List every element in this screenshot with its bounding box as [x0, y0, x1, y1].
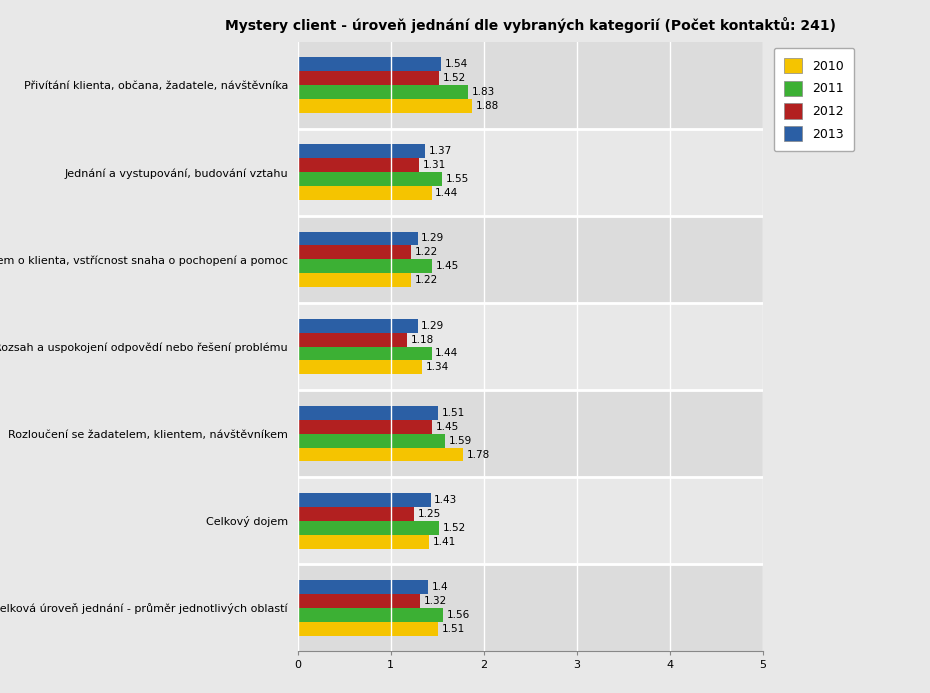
Bar: [298, 564, 763, 651]
Bar: [298, 333, 407, 346]
Bar: [298, 58, 441, 71]
Bar: [298, 173, 442, 186]
Bar: [298, 42, 763, 129]
Bar: [298, 434, 445, 448]
Bar: [298, 245, 411, 259]
Bar: [298, 99, 472, 113]
Text: 1.88: 1.88: [476, 101, 499, 111]
Bar: [298, 420, 432, 434]
Text: 1.31: 1.31: [423, 160, 446, 170]
Bar: [298, 608, 443, 622]
Bar: [298, 346, 432, 360]
Bar: [298, 405, 438, 420]
Bar: [298, 594, 420, 608]
Text: 1.52: 1.52: [443, 73, 466, 83]
Bar: [298, 493, 431, 507]
Bar: [298, 85, 468, 99]
Text: 1.55: 1.55: [445, 174, 469, 184]
Bar: [298, 158, 419, 173]
Bar: [298, 507, 414, 520]
Bar: [298, 360, 422, 374]
Text: 1.43: 1.43: [434, 495, 458, 505]
Text: 1.59: 1.59: [449, 436, 472, 446]
Text: 1.22: 1.22: [415, 275, 438, 286]
Bar: [298, 520, 439, 535]
Text: 1.29: 1.29: [421, 321, 445, 331]
Text: 1.51: 1.51: [442, 407, 465, 418]
Text: 1.41: 1.41: [432, 536, 456, 547]
Bar: [298, 477, 763, 564]
Bar: [298, 144, 425, 158]
Text: 1.4: 1.4: [432, 582, 448, 592]
Bar: [298, 129, 763, 216]
Text: 1.45: 1.45: [436, 261, 459, 272]
Bar: [298, 390, 763, 477]
Text: 1.25: 1.25: [418, 509, 441, 519]
Text: 1.78: 1.78: [467, 450, 490, 459]
Legend: 2010, 2011, 2012, 2013: 2010, 2011, 2012, 2013: [774, 48, 854, 151]
Title: Mystery client - úroveň jednání dle vybraných kategorií (Počet kontaktů: 241): Mystery client - úroveň jednání dle vybr…: [225, 17, 835, 33]
Bar: [298, 186, 432, 200]
Text: 1.34: 1.34: [426, 362, 449, 372]
Bar: [298, 71, 439, 85]
Bar: [298, 448, 463, 462]
Bar: [298, 319, 418, 333]
Bar: [298, 535, 429, 549]
Text: 1.29: 1.29: [421, 234, 445, 243]
Bar: [298, 259, 432, 273]
Text: 1.44: 1.44: [435, 349, 458, 358]
Text: 1.22: 1.22: [415, 247, 438, 257]
Bar: [298, 580, 428, 594]
Text: 1.52: 1.52: [443, 523, 466, 533]
Bar: [298, 622, 438, 635]
Bar: [298, 216, 763, 303]
Bar: [298, 303, 763, 390]
Bar: [298, 273, 411, 288]
Text: 1.56: 1.56: [446, 610, 470, 620]
Text: 1.54: 1.54: [445, 59, 468, 69]
Text: 1.18: 1.18: [411, 335, 434, 344]
Text: 1.83: 1.83: [472, 87, 495, 97]
Text: 1.45: 1.45: [436, 421, 459, 432]
Text: 1.51: 1.51: [442, 624, 465, 634]
Bar: [298, 231, 418, 245]
Text: 1.37: 1.37: [429, 146, 452, 157]
Text: 1.44: 1.44: [435, 188, 458, 198]
Text: 1.32: 1.32: [424, 596, 447, 606]
